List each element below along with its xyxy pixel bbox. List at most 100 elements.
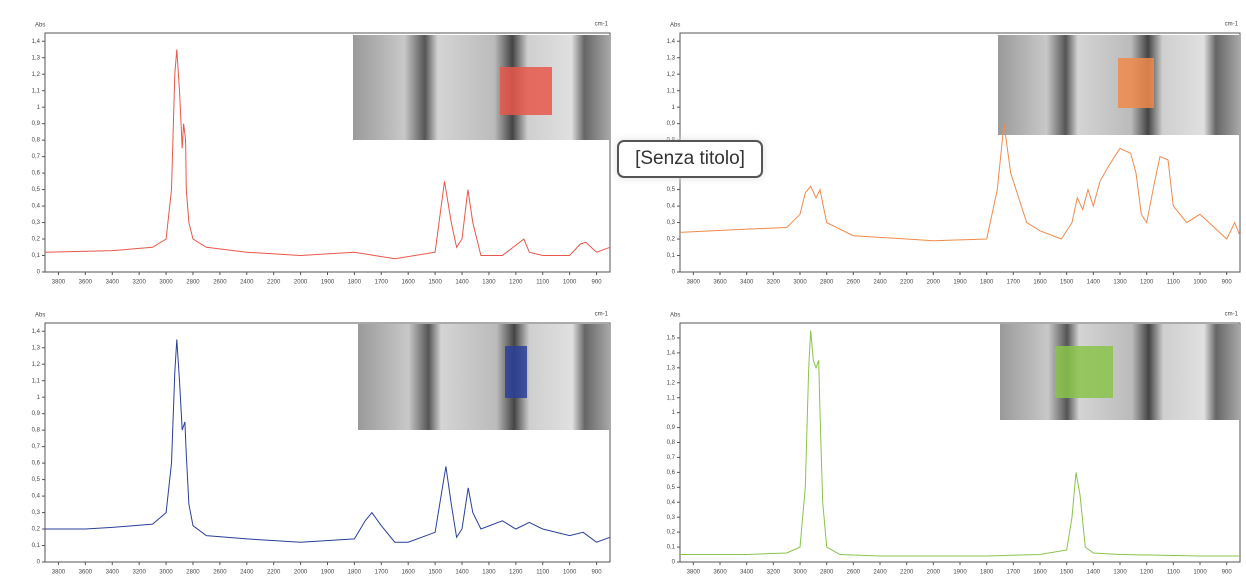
- y-tick-label: 1,2: [667, 72, 676, 78]
- x-tick-label: 1700: [1007, 570, 1021, 576]
- y-tick-label: 0,3: [32, 510, 41, 516]
- x-tick-label: 2800: [186, 570, 200, 576]
- y-tick-label: 0,1: [667, 545, 676, 551]
- y-tick-label: 1: [37, 105, 41, 111]
- x-tick-label: 2600: [213, 280, 227, 286]
- x-tick-label: 1600: [402, 280, 416, 286]
- x-tick-label: 3200: [767, 570, 781, 576]
- x-tick-label: 2200: [900, 570, 914, 576]
- y-tick-label: 1,1: [667, 395, 676, 401]
- x-tick-label: 2000: [294, 570, 308, 576]
- sample-photo: [358, 324, 610, 430]
- x-tick-label: 3600: [79, 280, 93, 286]
- x-axis-label: cm-1: [1225, 312, 1239, 318]
- x-tick-label: 1300: [1113, 570, 1127, 576]
- y-tick-label: 0,9: [32, 411, 41, 417]
- y-tick-label: 0,9: [667, 121, 676, 127]
- x-tick-label: 1400: [1087, 280, 1101, 286]
- y-tick-label: 0,2: [32, 237, 41, 243]
- x-tick-label: 900: [1222, 570, 1233, 576]
- y-tick-label: 0,2: [32, 527, 41, 533]
- y-tick-label: 1,1: [32, 88, 41, 94]
- x-tick-label: 1400: [455, 280, 469, 286]
- x-tick-label: 1800: [980, 280, 994, 286]
- y-tick-label: 0,4: [32, 204, 41, 210]
- x-tick-label: 2400: [873, 570, 887, 576]
- x-tick-label: 1200: [1140, 280, 1154, 286]
- y-tick-label: 0,1: [667, 253, 676, 259]
- x-tick-label: 1500: [1060, 280, 1074, 286]
- y-tick-label: 0,4: [667, 500, 676, 506]
- x-tick-label: 1000: [563, 280, 577, 286]
- x-tick-label: 2400: [873, 280, 887, 286]
- y-tick-label: 1: [672, 410, 676, 416]
- y-tick-label: 1,5: [667, 336, 676, 342]
- x-tick-label: 3000: [793, 570, 807, 576]
- y-tick-label: 0,8: [32, 428, 41, 434]
- x-tick-label: 2200: [267, 280, 281, 286]
- x-tick-label: 2800: [820, 570, 834, 576]
- y-tick-label: 0,7: [32, 154, 41, 160]
- x-tick-label: 2400: [240, 280, 254, 286]
- sample-photo: [1000, 324, 1240, 420]
- sample-area: [505, 346, 527, 398]
- y-axis-label: Abs: [670, 23, 680, 29]
- x-tick-label: 1100: [536, 570, 550, 576]
- x-tick-label: 1600: [1033, 280, 1047, 286]
- y-tick-label: 1: [37, 395, 41, 401]
- y-tick-label: 0,5: [667, 187, 676, 193]
- y-tick-label: 0,8: [32, 138, 41, 144]
- x-tick-label: 1600: [402, 570, 416, 576]
- y-tick-label: 1,4: [667, 350, 676, 356]
- y-tick-label: 0,7: [32, 444, 41, 450]
- y-tick-label: 1,2: [32, 362, 41, 368]
- y-tick-label: 0: [37, 270, 41, 276]
- x-tick-label: 2400: [240, 570, 254, 576]
- x-tick-label: 3200: [132, 280, 146, 286]
- y-axis-label: Abs: [35, 313, 45, 319]
- y-tick-label: 0,4: [667, 204, 676, 210]
- x-tick-label: 1900: [321, 570, 335, 576]
- y-tick-label: 0,5: [32, 187, 41, 193]
- y-tick-label: 0: [672, 560, 676, 566]
- y-tick-label: 1,3: [667, 55, 676, 61]
- x-tick-label: 3000: [793, 280, 807, 286]
- x-tick-label: 1800: [348, 570, 362, 576]
- x-tick-label: 900: [1222, 280, 1233, 286]
- y-tick-label: 0,5: [32, 477, 41, 483]
- x-tick-label: 3800: [52, 280, 66, 286]
- y-axis-label: Abs: [35, 23, 45, 29]
- x-tick-label: 2600: [213, 570, 227, 576]
- x-tick-label: 1100: [1167, 570, 1181, 576]
- x-tick-label: 3400: [106, 280, 120, 286]
- x-tick-label: 3800: [687, 280, 701, 286]
- spectrum-line: [45, 339, 611, 543]
- y-tick-label: 0,9: [32, 121, 41, 127]
- x-tick-label: 1200: [509, 280, 523, 286]
- x-tick-label: 1600: [1033, 570, 1047, 576]
- x-tick-label: 2000: [927, 280, 941, 286]
- x-tick-label: 900: [592, 280, 603, 286]
- x-tick-label: 3200: [767, 280, 781, 286]
- y-tick-label: 0,3: [667, 220, 676, 226]
- x-tick-label: 2800: [186, 280, 200, 286]
- x-tick-label: 2000: [294, 280, 308, 286]
- x-tick-label: 900: [592, 570, 603, 576]
- x-axis-label: cm-1: [1225, 22, 1239, 28]
- x-tick-label: 1200: [1140, 570, 1154, 576]
- y-tick-label: 1,4: [32, 39, 41, 45]
- y-tick-label: 1,4: [32, 329, 41, 335]
- x-tick-label: 3800: [52, 570, 66, 576]
- y-tick-label: 0: [672, 270, 676, 276]
- x-tick-label: 3400: [740, 280, 754, 286]
- x-tick-label: 1300: [1113, 280, 1127, 286]
- sample-area: [1118, 58, 1154, 108]
- x-tick-label: 1000: [1193, 280, 1207, 286]
- x-tick-label: 3000: [159, 570, 173, 576]
- x-tick-label: 1400: [455, 570, 469, 576]
- x-tick-label: 3200: [132, 570, 146, 576]
- x-axis-label: cm-1: [595, 312, 609, 318]
- y-tick-label: 0,4: [32, 494, 41, 500]
- x-tick-label: 2600: [847, 280, 861, 286]
